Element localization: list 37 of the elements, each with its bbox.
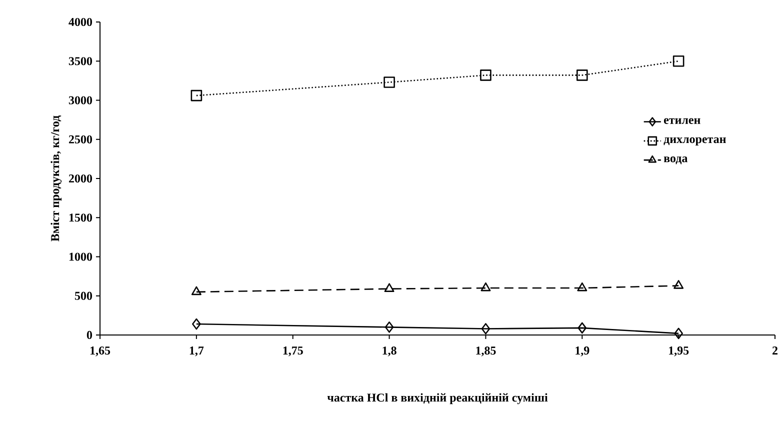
x-tick-label: 1,7 bbox=[190, 346, 204, 356]
y-tick-label: 3000 bbox=[68, 96, 92, 104]
legend-label: дихлоретан bbox=[664, 137, 726, 146]
x-axis-title: частка HCl в вихідній реакційній суміші bbox=[327, 393, 548, 404]
y-tick-label: 4000 bbox=[68, 18, 92, 26]
x-tick-label: 1,8 bbox=[382, 346, 396, 356]
x-tick-label: 1,65 bbox=[90, 346, 110, 356]
y-axis-title: Вміст продуктів, кг/год bbox=[50, 116, 62, 242]
y-tick-label: 3500 bbox=[68, 57, 92, 66]
x-tick-label: 2 bbox=[772, 346, 778, 354]
x-tick-label: 1,95 bbox=[669, 346, 689, 356]
x-tick-label: 1,85 bbox=[476, 346, 496, 356]
y-tick-label: 2500 bbox=[68, 135, 92, 144]
x-tick-label: 1,75 bbox=[283, 346, 303, 356]
y-tick-label: 1000 bbox=[69, 252, 92, 261]
point bbox=[674, 280, 684, 289]
point bbox=[577, 282, 588, 292]
point bbox=[480, 282, 491, 292]
y-tick-label: 2000 bbox=[68, 174, 92, 183]
point bbox=[578, 322, 587, 334]
point bbox=[191, 286, 202, 296]
point bbox=[480, 70, 492, 81]
x-tick-label: 1,9 bbox=[576, 346, 590, 356]
point bbox=[192, 318, 201, 330]
point bbox=[384, 76, 395, 88]
legend-label: вода bbox=[664, 156, 688, 164]
point bbox=[384, 283, 394, 292]
y-tick-label: 0 bbox=[86, 330, 92, 340]
point bbox=[674, 328, 683, 340]
point bbox=[190, 90, 202, 102]
y-tick-label: 1500 bbox=[69, 214, 92, 222]
point bbox=[384, 322, 394, 333]
point bbox=[672, 55, 684, 67]
y-tick-label: 500 bbox=[74, 292, 92, 300]
legend-label: етилен bbox=[664, 118, 700, 124]
point bbox=[481, 323, 490, 334]
point bbox=[576, 70, 588, 81]
